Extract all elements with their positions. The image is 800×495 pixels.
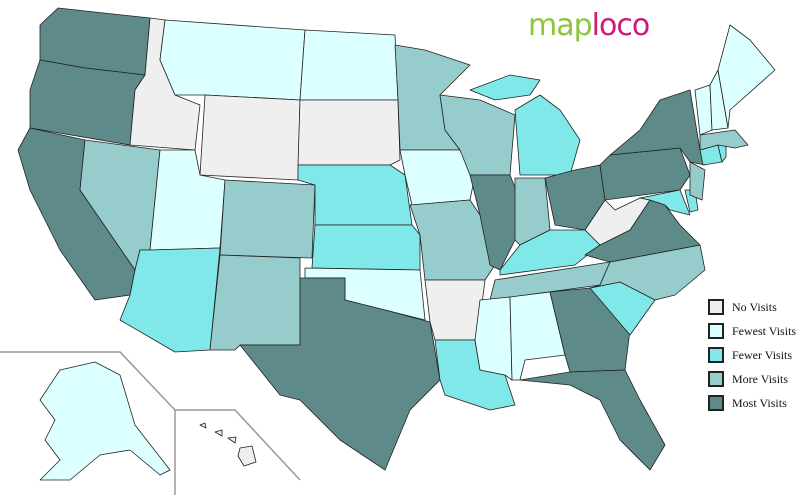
state-shape[interactable]: [199, 422, 207, 429]
state-shape[interactable]: [584, 197, 651, 246]
state-shape[interactable]: [469, 74, 541, 101]
legend-item-fewest: Fewest Visits: [708, 319, 796, 343]
state-shape[interactable]: [297, 99, 401, 166]
state-ak[interactable]: [39, 361, 171, 481]
state-mo[interactable]: [409, 199, 496, 281]
state-shape[interactable]: [119, 247, 221, 353]
state-shape[interactable]: [469, 174, 521, 271]
state-nd[interactable]: [299, 29, 399, 101]
state-shape[interactable]: [297, 164, 413, 226]
legend-item-fewer: Fewer Visits: [708, 343, 796, 367]
state-az[interactable]: [119, 247, 221, 353]
state-shape[interactable]: [39, 361, 171, 481]
state-shape[interactable]: [219, 179, 316, 259]
state-shape[interactable]: [239, 277, 441, 471]
state-shape[interactable]: [717, 24, 776, 129]
state-shape[interactable]: [214, 429, 223, 437]
legend: No Visits Fewest Visits Fewer Visits Mor…: [708, 295, 796, 415]
state-ma[interactable]: [699, 129, 749, 151]
state-shape[interactable]: [639, 189, 691, 216]
legend-swatch: [708, 323, 724, 339]
legend-swatch: [708, 299, 724, 315]
state-sd[interactable]: [297, 99, 401, 166]
state-shape[interactable]: [209, 254, 301, 351]
state-shape[interactable]: [474, 296, 513, 381]
legend-swatch: [708, 347, 724, 363]
state-mt[interactable]: [159, 19, 306, 101]
inset-frame: [175, 409, 301, 481]
state-co[interactable]: [219, 179, 316, 259]
legend-item-none: No Visits: [708, 295, 796, 319]
state-ne[interactable]: [297, 164, 413, 226]
state-ks[interactable]: [311, 224, 421, 271]
state-shape[interactable]: [699, 129, 749, 151]
state-fl[interactable]: [519, 369, 666, 471]
legend-swatch: [708, 371, 724, 387]
state-ms[interactable]: [474, 296, 513, 381]
legend-item-most: Most Visits: [708, 391, 796, 415]
state-il[interactable]: [469, 174, 521, 271]
state-vt[interactable]: [694, 84, 713, 136]
state-wv[interactable]: [584, 197, 651, 246]
state-shape[interactable]: [199, 94, 301, 181]
state-shape[interactable]: [514, 94, 581, 176]
state-shape[interactable]: [299, 29, 399, 101]
state-mi[interactable]: [469, 74, 581, 176]
state-md[interactable]: [639, 189, 691, 216]
state-shape[interactable]: [311, 224, 421, 271]
legend-item-more: More Visits: [708, 367, 796, 391]
inset-frame: [0, 351, 176, 495]
state-hi[interactable]: [199, 422, 257, 467]
maploco-logo: maploco: [528, 8, 650, 43]
state-shape[interactable]: [519, 369, 666, 471]
state-shape[interactable]: [409, 199, 496, 281]
state-nm[interactable]: [209, 254, 301, 351]
state-shape[interactable]: [694, 84, 713, 136]
state-shape[interactable]: [689, 161, 706, 201]
state-nj[interactable]: [689, 161, 706, 201]
state-wy[interactable]: [199, 94, 301, 181]
state-shape[interactable]: [237, 445, 257, 467]
state-tx[interactable]: [239, 277, 441, 471]
legend-swatch: [708, 395, 724, 411]
state-shape[interactable]: [159, 19, 306, 101]
state-me[interactable]: [717, 24, 776, 129]
state-shape[interactable]: [227, 436, 237, 444]
